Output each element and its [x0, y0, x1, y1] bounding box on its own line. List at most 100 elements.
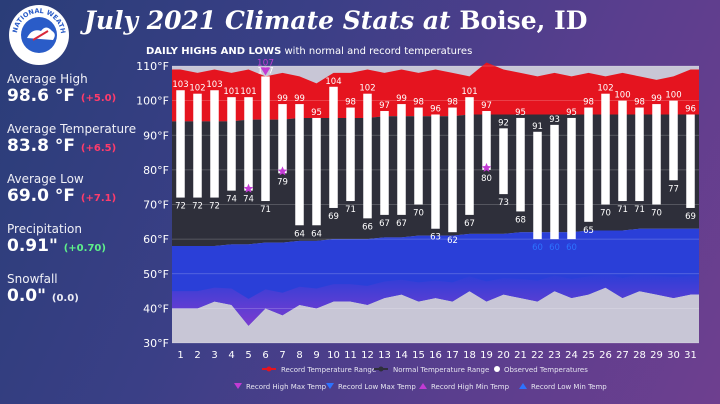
legend-label: Record Low Max Temp: [338, 383, 416, 391]
low-value-label: 65: [583, 226, 594, 236]
low-value-label: 72: [209, 202, 220, 212]
observed-bar: [499, 128, 508, 195]
record-high-min-marker: [277, 166, 288, 176]
low-value-label: 72: [175, 202, 186, 212]
y-tick-label: 60°F: [143, 233, 169, 246]
stats-panel: Average High 98.6 °F (+5.0) Average Temp…: [7, 72, 137, 322]
high-value-label: 98: [634, 98, 645, 108]
record-high-max-marker: [260, 67, 271, 76]
x-tick-label: 8: [296, 350, 302, 361]
x-tick-label: 25: [582, 350, 595, 361]
legend-marker: [419, 383, 427, 389]
observed-bar: [465, 97, 474, 215]
legend-dot-normal-range: [378, 366, 384, 372]
observed-bar: [482, 111, 491, 170]
x-tick-label: 28: [633, 350, 646, 361]
record-high-min-marker: [243, 183, 254, 193]
high-value-label: 103: [206, 80, 222, 90]
low-value-label: 63: [430, 233, 441, 243]
low-value-label: 67: [464, 219, 475, 229]
observed-bar: [618, 100, 627, 202]
x-tick-label: 13: [378, 350, 391, 361]
stat-departure: (+5.0): [80, 93, 117, 104]
observed-bar: [584, 107, 593, 222]
legend-marker: [519, 383, 527, 389]
low-value-label: 62: [447, 236, 458, 246]
observed-bar: [193, 93, 202, 198]
chart-subtitle: DAILY HIGHS AND LOWS with normal and rec…: [146, 46, 472, 57]
high-value-label: 102: [597, 84, 613, 94]
stat-average-temperature: Average Temperature 83.8 °F (+6.5): [7, 122, 137, 159]
observed-bar: [414, 107, 423, 205]
stat-label: Average High: [7, 72, 88, 86]
high-value-label: 101: [461, 87, 477, 97]
record-high-value-label: 107: [257, 58, 274, 68]
x-tick-label: 6: [262, 350, 268, 361]
observed-bar: [176, 90, 185, 198]
high-value-label: 102: [189, 84, 205, 94]
observed-bar: [363, 93, 372, 219]
observed-bar: [397, 104, 406, 215]
y-tick-label: 100°F: [136, 95, 169, 108]
low-value-label: 72: [192, 202, 203, 212]
low-value-label: 74: [226, 195, 237, 205]
high-value-label: 98: [345, 98, 356, 108]
x-tick-label: 31: [684, 350, 697, 361]
observed-bar: [244, 97, 253, 191]
x-tick-label: 29: [650, 350, 663, 361]
x-tick-label: 1: [177, 350, 183, 361]
y-tick-label: 90°F: [143, 129, 169, 142]
high-value-label: 96: [430, 104, 441, 114]
observed-bar: [312, 117, 321, 226]
high-value-label: 95: [311, 108, 322, 118]
low-value-label: 69: [328, 212, 339, 222]
high-value-label: 92: [498, 118, 509, 128]
record-low-gradient: [172, 272, 699, 326]
low-value-label: 66: [362, 222, 373, 232]
stat-value: 0.0": [7, 286, 46, 306]
y-tick-label: 40°F: [143, 302, 169, 315]
legend-dot-observed: [494, 366, 500, 372]
high-value-label: 101: [240, 87, 256, 97]
low-value-label: 64: [311, 229, 322, 239]
high-value-label: 98: [447, 98, 458, 108]
x-tick-label: 7: [279, 350, 285, 361]
legend-label: Normal Temperature Range: [393, 366, 489, 374]
low-value-label: 60: [532, 243, 543, 253]
low-value-label: 60: [566, 243, 577, 253]
low-value-label: 71: [617, 205, 628, 215]
observed-bar: [533, 131, 542, 240]
x-tick-label: 30: [667, 350, 680, 361]
legend-label: Observed Temperatures: [504, 366, 588, 374]
low-value-label: 80: [481, 174, 492, 184]
stat-label: Precipitation: [7, 222, 83, 236]
high-value-label: 98: [413, 98, 424, 108]
observed-bar: [448, 107, 457, 233]
high-value-label: 102: [359, 84, 375, 94]
low-value-label: 64: [294, 229, 305, 239]
low-value-label: 67: [396, 219, 407, 229]
x-tick-label: 23: [548, 350, 561, 361]
observed-bar: [550, 124, 559, 240]
x-tick-label: 3: [211, 350, 217, 361]
x-tick-label: 10: [327, 350, 340, 361]
y-tick-label: 80°F: [143, 164, 169, 177]
high-value-label: 95: [515, 108, 526, 118]
low-value-label: 73: [498, 198, 509, 208]
x-tick-label: 14: [395, 350, 408, 361]
stat-snowfall: Snowfall 0.0" (0.0): [7, 272, 137, 309]
x-tick-label: 11: [344, 350, 357, 361]
legend-label: Record Low Min Temp: [531, 383, 607, 391]
y-tick-label: 110°F: [136, 60, 169, 73]
observed-bar: [261, 76, 270, 202]
low-value-label: 71: [345, 205, 356, 215]
y-tick-label: 30°F: [143, 337, 169, 350]
title-city: Boise, ID: [459, 6, 588, 35]
x-tick-label: 12: [361, 350, 374, 361]
stat-departure: (0.0): [51, 293, 79, 304]
stat-precipitation: Precipitation 0.91" (+0.70): [7, 222, 137, 259]
low-value-label: 67: [379, 219, 390, 229]
x-tick-label: 18: [463, 350, 476, 361]
page-title: July 2021 Climate Stats at Boise, ID: [84, 6, 587, 35]
high-value-label: 99: [277, 94, 288, 104]
